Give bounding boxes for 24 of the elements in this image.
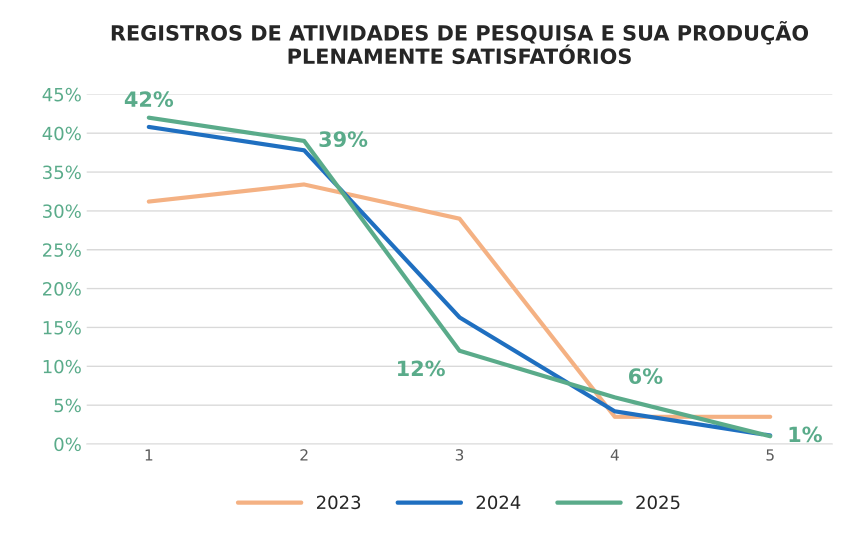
legend-label: 2024 [476, 496, 520, 510]
y-tick-label: 40% [42, 126, 81, 140]
y-tick-label: 20% [43, 282, 81, 296]
y-tick-label: 5% [54, 398, 81, 412]
y-tick-label: 10% [44, 360, 81, 374]
x-tick-label: 1 [146, 449, 152, 460]
legend-label: 2023 [316, 496, 360, 510]
x-tick-label: 4 [610, 449, 619, 460]
y-tick-label: 15% [44, 320, 81, 335]
legend-label: 2025 [636, 496, 680, 510]
x-tick-label: 5 [766, 449, 774, 461]
data-label: 6% [629, 368, 662, 384]
y-tick-label: 45% [42, 88, 81, 102]
x-tick-label: 3 [456, 449, 464, 461]
y-tick-label: 0% [54, 437, 81, 452]
data-label: 12% [398, 360, 445, 376]
data-label: 39% [320, 131, 368, 148]
y-tick-label: 35% [43, 166, 81, 180]
y-tick-label: 30% [43, 204, 81, 218]
x-tick-label: 2 [300, 449, 308, 460]
data-label: 42% [124, 91, 174, 108]
y-tick-label: 25% [43, 243, 81, 257]
chart-title: REGISTROS DE ATIVIDADES DE PESQUISA E SUA PRODUÇÃO PLENAMENTE SATISFATÓRIOS [112, 20, 808, 64]
data-label: 1% [790, 426, 822, 442]
